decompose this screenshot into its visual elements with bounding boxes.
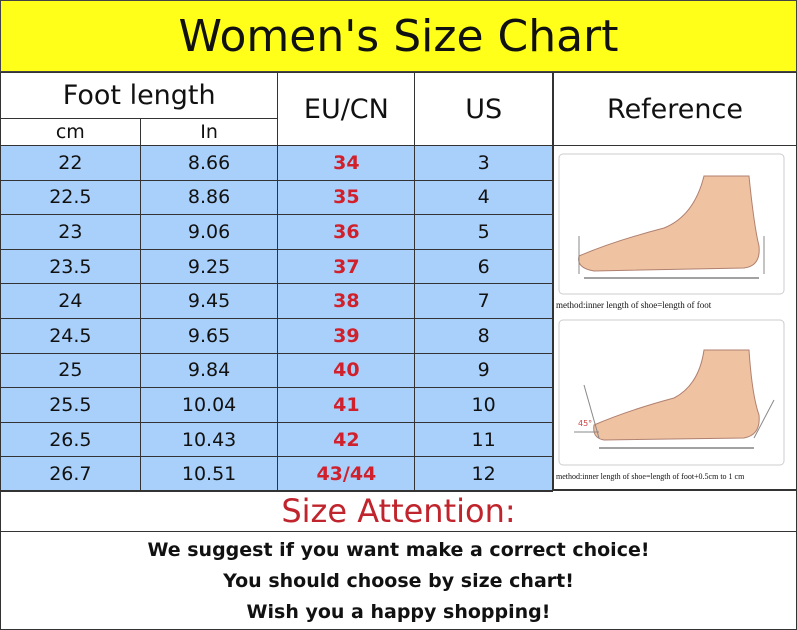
eu-cell: 35 — [277, 179, 416, 216]
cm-cell: 24 — [0, 283, 141, 319]
us-cell: 6 — [414, 248, 553, 285]
us-cell: 12 — [414, 456, 553, 492]
table-row: 23 9.06 36 5 — [0, 214, 553, 250]
table-row: 22.5 8.86 35 4 — [0, 179, 553, 216]
in-cell: 9.06 — [139, 214, 279, 250]
cm-cell: 24.5 — [0, 317, 141, 354]
in-cell: 8.86 — [139, 179, 279, 216]
cm-cell: 22 — [0, 145, 141, 181]
in-cell: 9.65 — [139, 317, 279, 354]
reference-panel: Reference method:inner length of shoe=le… — [553, 72, 797, 490]
table-row: 22 8.66 34 3 — [0, 145, 553, 181]
in-cell: 10.04 — [139, 387, 279, 423]
cm-cell: 25.5 — [0, 387, 141, 423]
attention-message: We suggest if you want make a correct ch… — [0, 532, 797, 630]
in-cell: 10.43 — [139, 421, 279, 458]
reference-caption-1: method:inner length of shoe=length of fo… — [556, 300, 712, 310]
eu-cell: 36 — [277, 214, 416, 250]
foot-measure-image-2: 45° — [558, 319, 785, 466]
us-cell: 7 — [414, 283, 553, 319]
table-row: 24 9.45 38 7 — [0, 283, 553, 319]
cm-cell: 23.5 — [0, 248, 141, 285]
size-attention-title: Size Attention: — [0, 490, 797, 532]
attention-line: We suggest if you want make a correct ch… — [147, 538, 650, 561]
table-row: 23.5 9.25 37 6 — [0, 248, 553, 285]
eu-cell: 43/44 — [277, 456, 416, 492]
eu-cell: 38 — [277, 283, 416, 319]
eu-cell: 42 — [277, 421, 416, 458]
us-cell: 5 — [414, 214, 553, 250]
table-row: 24.5 9.65 39 8 — [0, 317, 553, 354]
us-header: US — [414, 72, 553, 146]
us-cell: 8 — [414, 317, 553, 354]
in-cell: 9.45 — [139, 283, 279, 319]
eu-cell: 34 — [277, 145, 416, 181]
page-title: Women's Size Chart — [0, 0, 797, 72]
attention-line: You should choose by size chart! — [223, 569, 574, 592]
us-cell: 9 — [414, 352, 553, 389]
cm-cell: 23 — [0, 214, 141, 250]
eu-cn-header: EU/CN — [277, 72, 416, 146]
eu-cell: 37 — [277, 248, 416, 285]
us-cell: 10 — [414, 387, 553, 423]
attention-line: Wish you a happy shopping! — [246, 600, 551, 623]
in-cell: 8.66 — [139, 145, 279, 181]
size-table: Foot length EU/CN US cm In 22 8.66 34 3 22.5… — [0, 72, 553, 492]
cm-cell: 22.5 — [0, 179, 141, 216]
angle-label: 45° — [578, 419, 592, 428]
reference-header: Reference — [554, 73, 796, 146]
in-cell: 9.25 — [139, 248, 279, 285]
eu-cell: 40 — [277, 352, 416, 389]
table-row: 26.7 10.51 43/44 12 — [0, 456, 553, 492]
eu-cell: 41 — [277, 387, 416, 423]
foot-measure-image-1 — [558, 153, 785, 295]
table-row: 25.5 10.04 41 10 — [0, 387, 553, 423]
in-header: In — [139, 118, 279, 146]
reference-caption-2: method:inner length of shoe=length of fo… — [556, 472, 745, 481]
table-row: 26.5 10.43 42 11 — [0, 421, 553, 458]
foot-length-header: Foot length — [0, 72, 279, 119]
us-cell: 11 — [414, 421, 553, 458]
cm-cell: 25 — [0, 352, 141, 389]
us-cell: 3 — [414, 145, 553, 181]
cm-header: cm — [0, 118, 141, 146]
cm-cell: 26.7 — [0, 456, 141, 492]
in-cell: 10.51 — [139, 456, 279, 492]
us-cell: 4 — [414, 179, 553, 216]
eu-cell: 39 — [277, 317, 416, 354]
in-cell: 9.84 — [139, 352, 279, 389]
cm-cell: 26.5 — [0, 421, 141, 458]
table-row: 25 9.84 40 9 — [0, 352, 553, 389]
